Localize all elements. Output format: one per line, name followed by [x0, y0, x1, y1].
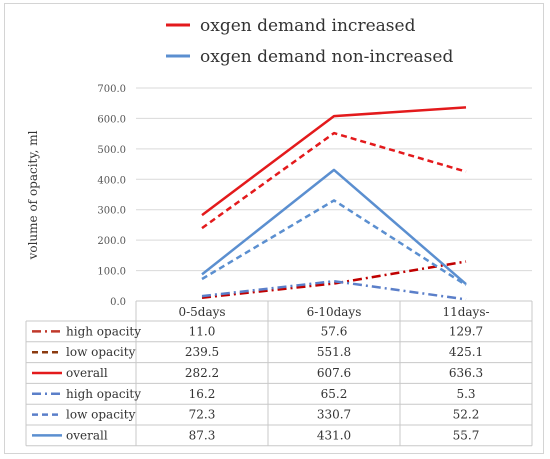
y-tick-label: 600.0 [97, 114, 126, 125]
y-axis-label: volume of opacity, ml [26, 130, 40, 260]
legend-label-increased: oxgen demand increased [200, 16, 416, 36]
table-cell-value: 607.6 [317, 366, 351, 380]
y-tick-label: 400.0 [97, 175, 126, 186]
table-cell-value: 425.1 [449, 345, 483, 359]
x-tick-label: 0-5days [178, 305, 225, 319]
data-table: 0-5days 6-10days 11days-high opacity 11.0 57… [25, 300, 533, 447]
table-series-name: high opacity [66, 387, 141, 401]
x-tick-label: 11days- [442, 305, 489, 319]
y-tick-label: 300.0 [97, 206, 126, 217]
y-tick-label: 500.0 [97, 145, 126, 156]
y-tick-label: 100.0 [97, 267, 126, 278]
top-legend: oxgen demand increased oxgen demand non-… [166, 16, 453, 67]
table-cell-value: 551.8 [317, 345, 351, 359]
y-tick-label: 200.0 [97, 236, 126, 247]
table-cell-value: 5.3 [456, 387, 475, 401]
series-lines [201, 106, 467, 301]
y-tick-label: 0.0 [110, 297, 126, 308]
table-series-name: low opacity [66, 408, 136, 422]
table-series-name: high opacity [66, 324, 141, 338]
table-cell-value: 72.3 [189, 408, 216, 422]
table-series-name: overall [66, 428, 108, 442]
table-cell-value: 57.6 [321, 324, 348, 338]
table-cell-value: 330.7 [317, 408, 351, 422]
table-cell-value: 55.7 [453, 428, 480, 442]
table-cell-value: 65.2 [321, 387, 348, 401]
series-line [201, 279, 467, 301]
table-cell-value: 87.3 [189, 428, 216, 442]
table-series-name: low opacity [66, 345, 136, 359]
gridlines [136, 87, 532, 302]
chart-frame [4, 3, 544, 454]
series-line [201, 168, 467, 286]
table-cell-value: 11.0 [189, 324, 216, 338]
table-series-name: overall [66, 366, 108, 380]
x-tick-label: 6-10days [307, 305, 362, 319]
table-cell-value: 282.2 [185, 366, 219, 380]
legend-label-non-increased: oxgen demand non-increased [200, 47, 453, 67]
series-line [201, 199, 467, 287]
table-cell-value: 52.2 [453, 408, 480, 422]
series-line [201, 260, 467, 299]
table-cell-value: 16.2 [189, 387, 216, 401]
table-cell-value: 636.3 [449, 366, 483, 380]
series-line [201, 106, 467, 217]
y-tick-label: 700.0 [97, 84, 126, 95]
y-tick-labels: 0.0 100.0 200.0 300.0 400.0 500.0 600.0 700.0 [97, 84, 126, 308]
series-line [201, 131, 467, 230]
table-cell-value: 239.5 [185, 345, 219, 359]
table-cell-value: 129.7 [449, 324, 483, 338]
table-cell-value: 431.0 [317, 428, 351, 442]
